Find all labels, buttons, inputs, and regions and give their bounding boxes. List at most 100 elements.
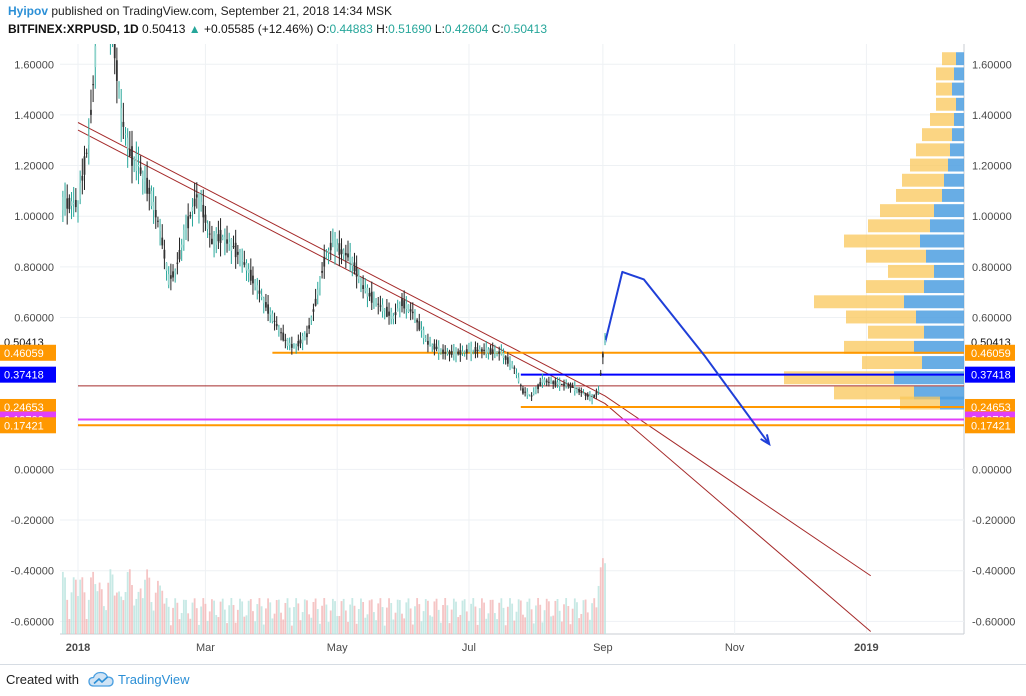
candle-body (468, 349, 470, 352)
y-tick-label: 0.80000 (972, 262, 1012, 274)
volume-bar (211, 599, 213, 634)
candle-body (554, 380, 557, 386)
candle-body (122, 121, 125, 127)
candle-body (373, 299, 375, 301)
volume-bar (319, 623, 321, 634)
candle-body (377, 303, 380, 305)
volume-bar (589, 619, 591, 634)
volume-bar (446, 605, 449, 634)
vp-bar-orange (866, 280, 924, 294)
time-axis-labels: 2018 Mar May Jul Sep Nov 2019 (66, 642, 879, 654)
candle-body (269, 311, 272, 315)
volume-bar (92, 571, 95, 634)
candle-body (260, 295, 263, 298)
volume-bar (323, 598, 326, 634)
y-tick-label-left: 0.60000 (14, 312, 54, 324)
candle-body (85, 152, 88, 154)
candle-body (215, 233, 218, 245)
author-link[interactable]: Hyipov (8, 4, 49, 18)
volume-bar (524, 617, 527, 634)
candle-body (150, 190, 153, 207)
volume-bar (83, 592, 86, 634)
candle-body (355, 267, 358, 277)
candle-body (165, 262, 168, 271)
candle-body (243, 262, 246, 265)
forecast-path[interactable] (604, 270, 771, 445)
chart-area[interactable]: 1.60000 1.60000 1.40000 1.40000 1.20000 1.200… (0, 0, 1026, 664)
candle-body (519, 384, 522, 386)
volume-bar (163, 603, 166, 634)
candle-body (573, 385, 576, 391)
candle-body (90, 109, 92, 115)
price-tag-right (965, 344, 1015, 361)
candle-body (178, 249, 181, 260)
candle-body (308, 325, 311, 329)
symbol-name[interactable]: BITFINEX:XRPUSD, 1D (8, 22, 139, 36)
candle-body (403, 300, 406, 309)
volume-bar (476, 624, 479, 634)
candle-body (329, 242, 332, 251)
price-tag-label-left: 0.17421 (4, 420, 44, 432)
candle-body (472, 350, 475, 352)
candle-body (314, 298, 317, 306)
candle-body (208, 233, 211, 235)
candle-body (547, 381, 550, 383)
volume-bar (70, 592, 73, 634)
candle-body (258, 290, 261, 294)
last-price: 0.50413 (142, 22, 186, 36)
volume-bar (172, 607, 174, 634)
candle-body (139, 167, 142, 174)
vp-bar-orange (844, 234, 920, 248)
candle-body (429, 343, 431, 345)
volume-bar (478, 608, 481, 634)
candle-body (319, 276, 321, 288)
volume-bar (403, 618, 406, 634)
volume-bar (377, 603, 380, 634)
vp-bar-blue (950, 143, 964, 157)
volume-bar (396, 599, 399, 634)
drawings[interactable] (77, 122, 964, 632)
vp-bar-orange (942, 52, 956, 66)
x-tick-label: 2018 (66, 642, 90, 654)
volume-bar (580, 613, 583, 634)
vp-bar-orange (862, 356, 922, 370)
volume-bar (271, 618, 274, 634)
candle-body (409, 309, 412, 312)
candle-body (591, 396, 593, 401)
volume-bar (280, 612, 282, 634)
channel-upper-line[interactable] (77, 122, 872, 577)
candle-body (392, 315, 395, 319)
vp-bar-orange (844, 340, 914, 354)
vp-bar-orange (834, 386, 914, 400)
candle-body (113, 38, 116, 59)
tradingview-link[interactable]: TradingView (118, 672, 190, 687)
candle-body (504, 356, 507, 360)
volume-bar (159, 585, 161, 634)
candle-body (414, 314, 416, 319)
volume-bar (169, 625, 172, 634)
candle-body (500, 351, 503, 355)
candle-body (597, 390, 600, 392)
volume-bar (228, 605, 231, 634)
volume-bar (286, 598, 289, 634)
volume-bar (137, 591, 140, 634)
close-value: 0.50413 (503, 22, 548, 36)
vp-bar-orange (896, 188, 942, 202)
price-change: +0.05585 (+12.46%) (204, 22, 314, 36)
candle-body (370, 291, 373, 303)
candle-body (185, 228, 187, 230)
vp-bar-orange (846, 310, 916, 324)
volume-bar (74, 579, 77, 634)
candle-body (316, 289, 319, 295)
candle-body (265, 302, 267, 308)
volume-bar (301, 612, 304, 634)
volume-bar (161, 590, 164, 634)
triangle-up-icon: ▲ (188, 22, 201, 36)
price-chart[interactable]: 1.60000 1.60000 1.40000 1.40000 1.20000 1.200… (0, 0, 1026, 664)
volume-bar (528, 598, 531, 634)
candle-body (81, 175, 84, 181)
volume-bar (470, 603, 473, 634)
candle-body (383, 309, 386, 311)
volume-bar (405, 602, 408, 634)
channel-lower-line[interactable] (77, 129, 872, 632)
